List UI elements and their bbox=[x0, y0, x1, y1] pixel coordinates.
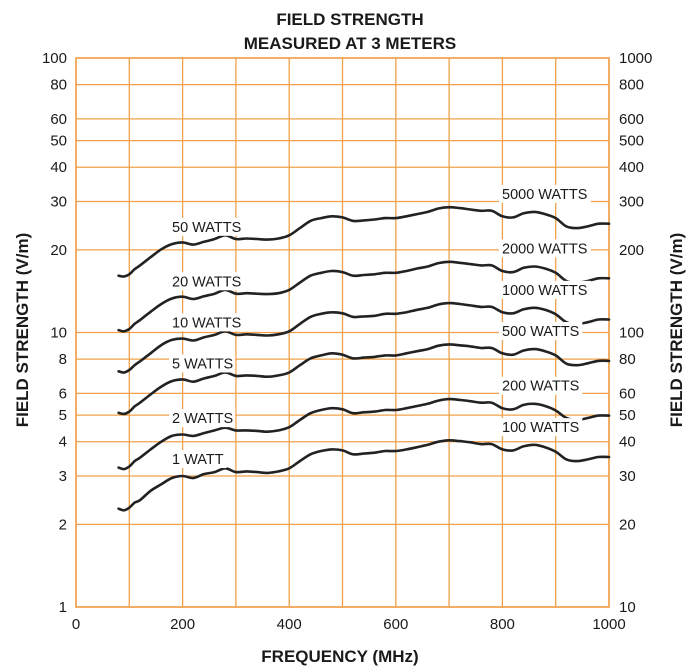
series-label-right-0: 100 WATTS bbox=[502, 420, 579, 436]
x-tick-label: 800 bbox=[490, 616, 515, 633]
x-axis-label: FREQUENCY (MHz) bbox=[261, 647, 418, 666]
y-tick-label-right: 80 bbox=[619, 351, 636, 368]
series-label-left-2: 5 WATTS bbox=[172, 356, 233, 372]
series-label-bg bbox=[499, 322, 583, 341]
y-tick-label-right: 60 bbox=[619, 385, 636, 402]
series-label-bg bbox=[499, 239, 591, 258]
y-axis-label-left: FIELD STRENGTH (V/m) bbox=[13, 233, 32, 428]
y-tick-label-right: 40 bbox=[619, 434, 636, 451]
series-label-right-4: 2000 WATTS bbox=[502, 241, 587, 257]
y-tick-label-right: 600 bbox=[619, 111, 644, 128]
y-tick-label-right: 400 bbox=[619, 159, 644, 176]
series-label-bg bbox=[499, 418, 583, 437]
series-label-right-1: 200 WATTS bbox=[502, 379, 579, 395]
y-tick-label-left: 10 bbox=[50, 325, 67, 342]
series-label-bg bbox=[169, 450, 227, 469]
x-tick-label: 1000 bbox=[592, 616, 625, 633]
tick-labels: 0 200 400 600 800 1000 1 2 3 4 5 6 8 10 20 30 40 50 60 80 10… bbox=[42, 50, 652, 633]
x-tick-label: 400 bbox=[277, 616, 302, 633]
y-tick-label-left: 100 bbox=[42, 50, 67, 67]
y-tick-label-right: 500 bbox=[619, 133, 644, 150]
series-label-bg bbox=[499, 184, 591, 203]
y-tick-label-left: 40 bbox=[50, 159, 67, 176]
series-label-right-3: 1000 WATTS bbox=[502, 283, 587, 299]
y-tick-label-left: 60 bbox=[50, 111, 67, 128]
series-label-left-3: 10 WATTS bbox=[172, 315, 241, 331]
y-tick-label-left: 80 bbox=[50, 77, 67, 94]
series-label-right-2: 500 WATTS bbox=[502, 324, 579, 340]
series-label-bg bbox=[169, 272, 244, 291]
series-label-left-0: 1 WATT bbox=[172, 452, 224, 468]
y-tick-label-left: 1 bbox=[59, 599, 67, 616]
y-tick-label-left: 20 bbox=[50, 242, 67, 259]
series-label-bg bbox=[169, 217, 244, 236]
y-tick-label-right: 30 bbox=[619, 468, 636, 485]
series-line-5 bbox=[117, 205, 611, 278]
y-tick-label-left: 2 bbox=[59, 516, 67, 533]
series-labels: 1 WATT 100 WATTS 2 WATTS 200 WATTS 5 WATTS 50… bbox=[169, 184, 591, 469]
y-tick-label-right: 20 bbox=[619, 516, 636, 533]
series-label-left-4: 20 WATTS bbox=[172, 274, 241, 290]
series-label-left-5: 50 WATTS bbox=[172, 220, 241, 236]
y-tick-label-right: 200 bbox=[619, 242, 644, 259]
series-label-bg bbox=[169, 409, 236, 428]
series-line-4 bbox=[117, 260, 611, 333]
y-tick-label-right: 1000 bbox=[619, 50, 652, 67]
plot-frame bbox=[75, 57, 610, 608]
y-tick-label-left: 5 bbox=[59, 407, 67, 424]
y-tick-label-left: 30 bbox=[50, 194, 67, 211]
chart-subtitle: MEASURED AT 3 METERS bbox=[244, 34, 457, 53]
series-label-bg bbox=[499, 280, 591, 299]
series-line-0 bbox=[117, 438, 611, 512]
y-tick-label-left: 3 bbox=[59, 468, 67, 485]
y-tick-label-left: 8 bbox=[59, 351, 67, 368]
y-tick-label-left: 6 bbox=[59, 385, 67, 402]
series-line-2 bbox=[117, 343, 611, 416]
y-tick-label-right: 100 bbox=[619, 325, 644, 342]
series-line-3 bbox=[117, 301, 611, 374]
y-tick-label-right: 50 bbox=[619, 407, 636, 424]
series-label-bg bbox=[169, 313, 244, 332]
y-tick-label-left: 4 bbox=[59, 434, 67, 451]
series-line-1 bbox=[117, 397, 611, 471]
y-tick-label-left: 50 bbox=[50, 133, 67, 150]
x-tick-label: 200 bbox=[170, 616, 195, 633]
series-curves bbox=[117, 205, 611, 512]
series-label-bg bbox=[499, 376, 583, 395]
series-label-bg bbox=[169, 354, 236, 373]
grid-lines bbox=[75, 57, 610, 608]
y-tick-label-right: 800 bbox=[619, 77, 644, 94]
x-tick-label: 0 bbox=[72, 616, 80, 633]
y-axis-label-right: FIELD STRENGTH (V/m) bbox=[667, 233, 686, 428]
series-label-left-1: 2 WATTS bbox=[172, 411, 233, 427]
y-tick-label-right: 300 bbox=[619, 194, 644, 211]
x-tick-label: 600 bbox=[383, 616, 408, 633]
chart-title: FIELD STRENGTH bbox=[276, 10, 423, 29]
y-tick-label-right: 10 bbox=[619, 599, 636, 616]
series-label-right-5: 5000 WATTS bbox=[502, 187, 587, 203]
